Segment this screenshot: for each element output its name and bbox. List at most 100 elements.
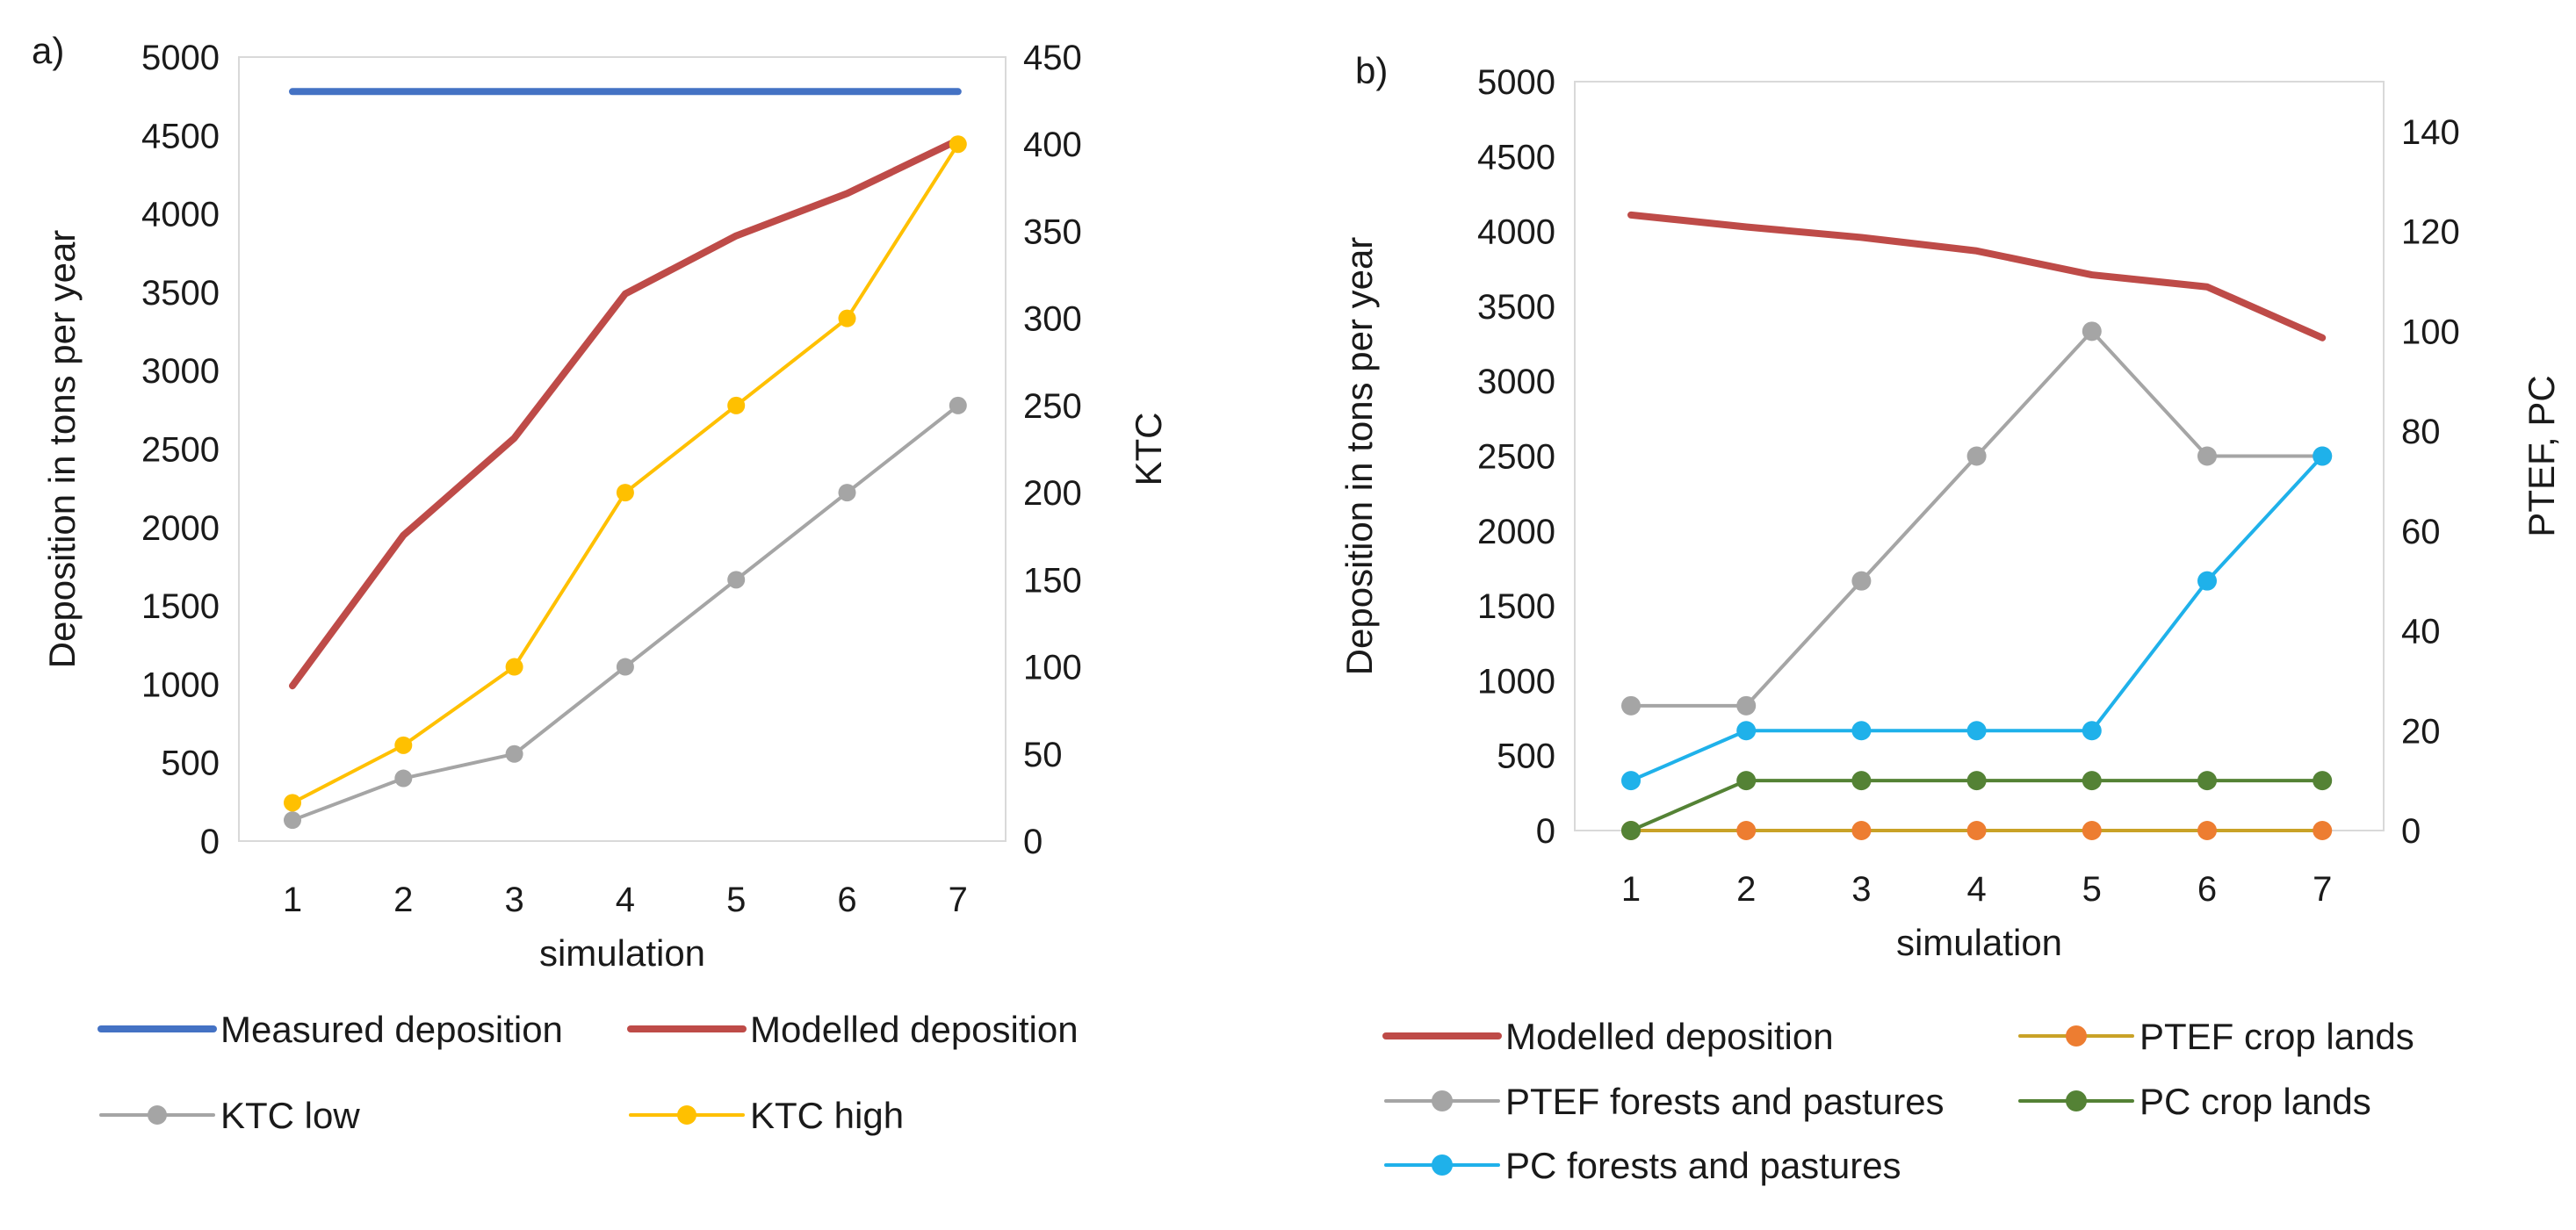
chart-b-ytick-left-2500: 2500 bbox=[1477, 438, 1555, 477]
chart-b-series-ptef-forests-and-pastures-point-1 bbox=[1621, 695, 1641, 716]
chart-b-ytick-left-1500: 1500 bbox=[1477, 587, 1555, 626]
chart-b-ytick-left-3000: 3000 bbox=[1477, 363, 1555, 401]
chart-b-xtick-4: 4 bbox=[1966, 870, 1986, 909]
chart-b-ytick-left-0: 0 bbox=[1536, 812, 1555, 851]
chart-b-xtick-6: 6 bbox=[2197, 870, 2217, 909]
chart-a-ytick-left-4000: 4000 bbox=[141, 196, 220, 234]
chart-b-xtick-3: 3 bbox=[1851, 870, 1871, 909]
chart-b-ytick-left-3500: 3500 bbox=[1477, 288, 1555, 327]
chart-b-series-modelled-deposition-line bbox=[1627, 211, 2327, 342]
chart-a-legend-label-ktc-low: KTC low bbox=[220, 1095, 360, 1136]
chart-b-series-pc-forests-and-pastures-point-3 bbox=[1851, 721, 1872, 741]
chart-a-legend-label-ktc-high: KTC high bbox=[750, 1095, 904, 1136]
chart-a-legend-modelled-deposition: Modelled deposition bbox=[627, 1009, 1079, 1050]
chart-a-series-ktc-low-point-5 bbox=[727, 571, 746, 589]
chart-a-ytick-left-2500: 2500 bbox=[141, 431, 220, 470]
chart-a-series-ktc-low-line bbox=[291, 403, 960, 823]
chart-a-legend-measured-deposition: Measured deposition bbox=[97, 1009, 563, 1050]
chart-b-legend-label-pc-crop-lands: PC crop lands bbox=[2139, 1081, 2371, 1122]
chart-b-series-pc-forests-and-pastures bbox=[1621, 446, 2333, 791]
chart-b-legend-pc-crop-lands: PC crop lands bbox=[2018, 1081, 2371, 1122]
chart-a-legend-label-modelled-deposition: Modelled deposition bbox=[750, 1009, 1079, 1050]
chart-a-series-ktc-low-point-2 bbox=[394, 769, 413, 788]
chart-a-ytick-left-1500: 1500 bbox=[141, 587, 220, 626]
chart-a-ylabel: Deposition in tons per year bbox=[41, 230, 83, 669]
chart-a-xlabel: simulation bbox=[539, 932, 705, 974]
chart-a-ytick-right-400: 400 bbox=[1023, 126, 1082, 164]
chart-a-ytick-right-150: 150 bbox=[1023, 561, 1082, 600]
chart-b-ytick-left-1000: 1000 bbox=[1477, 662, 1555, 701]
chart-b-series-pc-crop-lands bbox=[1621, 771, 2333, 840]
chart-b-ytick-right-0: 0 bbox=[2401, 812, 2421, 851]
chart-a-ytick-right-50: 50 bbox=[1023, 736, 1063, 774]
chart-a-series-ktc-high-point-7 bbox=[949, 135, 967, 154]
chart-a-ytick-right-100: 100 bbox=[1023, 649, 1082, 687]
chart-b-legend-modelled-deposition: Modelled deposition bbox=[1382, 1016, 1834, 1057]
chart-b-ytick-left-5000: 5000 bbox=[1477, 63, 1555, 102]
chart-a-xtick-1: 1 bbox=[283, 881, 302, 919]
chart-a-series-ktc-high-point-6 bbox=[838, 309, 856, 327]
chart-b-series-ptef-crop-lands-point-7 bbox=[2313, 821, 2333, 840]
chart-b-ytick-right-80: 80 bbox=[2401, 413, 2441, 451]
chart-b-series-pc-forests-and-pastures-point-1 bbox=[1621, 771, 1641, 791]
chart-b-series-pc-crop-lands-point-4 bbox=[1966, 771, 1987, 791]
chart-b-series-ptef-crop-lands bbox=[1621, 821, 2333, 840]
chart-a-series-ktc-low-point-1 bbox=[284, 811, 301, 830]
chart-a-series-ktc-high bbox=[284, 135, 967, 812]
chart-b-panel-label: b) bbox=[1355, 50, 1388, 91]
chart-b-ytick-right-100: 100 bbox=[2401, 313, 2460, 351]
chart-a-plot-frame bbox=[238, 56, 1007, 842]
chart-a-legend-label-measured-deposition: Measured deposition bbox=[220, 1009, 563, 1050]
chart-b-series-ptef-crop-lands-point-3 bbox=[1851, 821, 1872, 840]
chart-b-ylabel: Deposition in tons per year bbox=[1339, 237, 1380, 676]
chart-a-xtick-6: 6 bbox=[837, 881, 856, 919]
chart-b-series-pc-crop-lands-point-7 bbox=[2313, 771, 2333, 791]
chart-a-series-ktc-high-point-5 bbox=[727, 396, 746, 414]
chart-b-series-pc-crop-lands-point-2 bbox=[1736, 771, 1757, 791]
chart-a-series-ktc-high-point-3 bbox=[505, 658, 523, 676]
chart-a-xtick-7: 7 bbox=[949, 881, 968, 919]
chart-a-series-ktc-low-point-7 bbox=[949, 396, 967, 414]
chart-b-legend-ptef-crop-lands: PTEF crop lands bbox=[2018, 1016, 2414, 1057]
chart-a-ytick-right-350: 350 bbox=[1023, 212, 1082, 251]
chart-b-legend-marker-pc-crop-lands bbox=[2066, 1090, 2087, 1111]
chart-a-legend-ktc-low: KTC low bbox=[99, 1095, 360, 1136]
chart-b-series-pc-forests-and-pastures-point-4 bbox=[1966, 721, 1987, 741]
chart-a: a)05001000150020002500300035004000450050… bbox=[32, 30, 1169, 1136]
chart-b-legend-marker-pc-forests-and-pastures bbox=[1432, 1154, 1453, 1176]
chart-b-ytick-right-120: 120 bbox=[2401, 213, 2460, 252]
chart-b-series-ptef-crop-lands-point-4 bbox=[1966, 821, 1987, 840]
chart-a-series-modelled-deposition bbox=[289, 136, 962, 690]
chart-a-ytick-left-1000: 1000 bbox=[141, 665, 220, 704]
chart-b-xtick-1: 1 bbox=[1621, 870, 1641, 909]
chart-b-series-ptef-forests-and-pastures-point-3 bbox=[1851, 571, 1872, 591]
chart-a-ytick-left-4500: 4500 bbox=[141, 117, 220, 155]
chart-a-ytick-left-2000: 2000 bbox=[141, 509, 220, 548]
chart-b-series-ptef-forests-and-pastures-point-4 bbox=[1966, 446, 1987, 466]
chart-b-xlabel: simulation bbox=[1896, 922, 2062, 963]
chart-b-xtick-7: 7 bbox=[2313, 870, 2332, 909]
chart-b-legend-label-ptef-crop-lands: PTEF crop lands bbox=[2139, 1016, 2414, 1057]
chart-b-series-modelled-deposition bbox=[1627, 211, 2327, 342]
chart-b-ytick-right-60: 60 bbox=[2401, 513, 2441, 551]
chart-b-series-pc-crop-lands-point-3 bbox=[1851, 771, 1872, 791]
chart-a-series-ktc-high-line bbox=[291, 142, 960, 805]
chart-b-legend-label-ptef-forests-and-pastures: PTEF forests and pastures bbox=[1505, 1081, 1945, 1122]
chart-a-series-ktc-low bbox=[284, 396, 967, 830]
chart-b-series-pc-forests-and-pastures-point-2 bbox=[1736, 721, 1757, 741]
chart-a-ytick-left-3500: 3500 bbox=[141, 274, 220, 313]
chart-b-series-ptef-forests-and-pastures bbox=[1621, 321, 2333, 716]
chart-b-series-ptef-crop-lands-point-6 bbox=[2197, 821, 2217, 840]
chart-a-legend-marker-ktc-low bbox=[148, 1105, 167, 1125]
chart-b-ytick-right-40: 40 bbox=[2401, 613, 2441, 651]
chart-b-legend-marker-ptef-forests-and-pastures bbox=[1432, 1090, 1453, 1111]
chart-a-ytick-right-450: 450 bbox=[1023, 39, 1082, 77]
chart-b-ytick-left-2000: 2000 bbox=[1477, 513, 1555, 551]
chart-a-xtick-2: 2 bbox=[393, 881, 413, 919]
chart-a-legend-ktc-high: KTC high bbox=[629, 1095, 904, 1136]
chart-a-ytick-right-250: 250 bbox=[1023, 387, 1082, 426]
chart-b-ytick-left-4500: 4500 bbox=[1477, 138, 1555, 176]
chart-b-ytick-right-140: 140 bbox=[2401, 113, 2460, 152]
chart-b-series-ptef-forests-and-pastures-point-5 bbox=[2082, 321, 2102, 342]
